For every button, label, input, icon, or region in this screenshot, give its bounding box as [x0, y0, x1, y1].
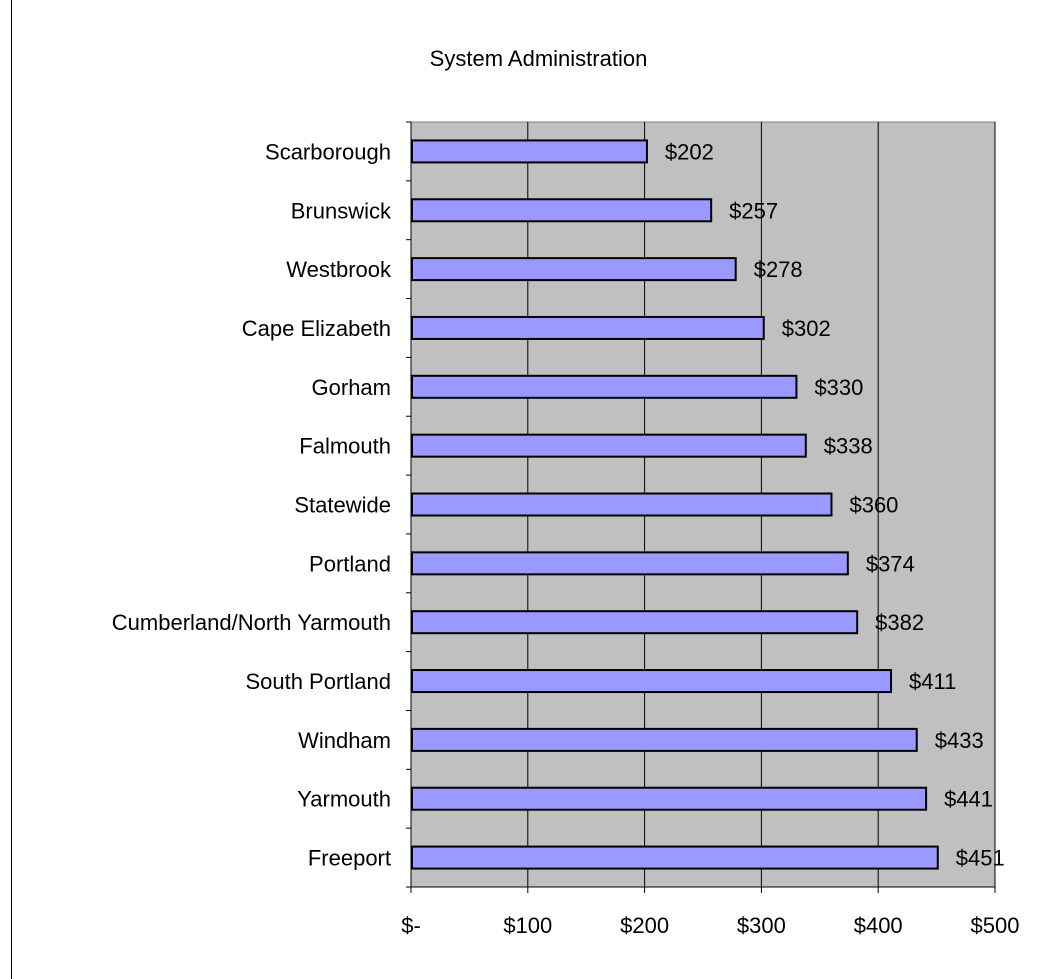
category-label: Cape Elizabeth: [242, 316, 391, 341]
x-tick-label: $400: [854, 913, 903, 938]
bar: [411, 786, 928, 811]
category-label: Brunswick: [291, 198, 392, 223]
x-tick-label: $-: [401, 913, 421, 938]
category-label: Cumberland/North Yarmouth: [112, 610, 391, 635]
data-label: $433: [935, 728, 984, 753]
data-label: $382: [875, 610, 924, 635]
bar: [411, 315, 765, 340]
bar: [411, 845, 939, 870]
category-label: Statewide: [294, 493, 391, 518]
category-label: Falmouth: [299, 434, 391, 459]
data-label: $360: [849, 493, 898, 518]
bar: [411, 610, 859, 635]
data-label: $441: [944, 787, 993, 812]
bar: [411, 727, 918, 752]
bar: [411, 139, 648, 164]
data-label: $374: [866, 551, 915, 576]
category-label: Windham: [298, 728, 391, 753]
data-label: $338: [824, 434, 873, 459]
bar: [411, 551, 849, 576]
category-label: Yarmouth: [297, 787, 391, 812]
bar: [411, 374, 798, 399]
x-tick-label: $500: [971, 913, 1020, 938]
data-label: $257: [729, 198, 778, 223]
category-label: Freeport: [308, 846, 391, 871]
chart-frame: [11, 0, 1062, 979]
data-label: $330: [814, 375, 863, 400]
data-label: $302: [782, 316, 831, 341]
data-label: $278: [754, 257, 803, 282]
x-tick-label: $300: [737, 913, 786, 938]
bar: [411, 198, 713, 223]
category-label: Gorham: [312, 375, 391, 400]
category-label: South Portland: [245, 669, 391, 694]
category-label: Scarborough: [265, 139, 391, 164]
bar: [411, 669, 893, 694]
chart-title: System Administration: [429, 46, 648, 71]
bar: [411, 257, 737, 282]
data-label: $451: [956, 846, 1005, 871]
x-tick-label: $200: [620, 913, 669, 938]
data-label: $411: [909, 669, 956, 694]
category-label: Portland: [309, 551, 391, 576]
bar: [411, 492, 833, 517]
bar: [411, 433, 807, 458]
x-tick-label: $100: [503, 913, 552, 938]
data-label: $202: [665, 139, 714, 164]
category-label: Westbrook: [286, 257, 392, 282]
